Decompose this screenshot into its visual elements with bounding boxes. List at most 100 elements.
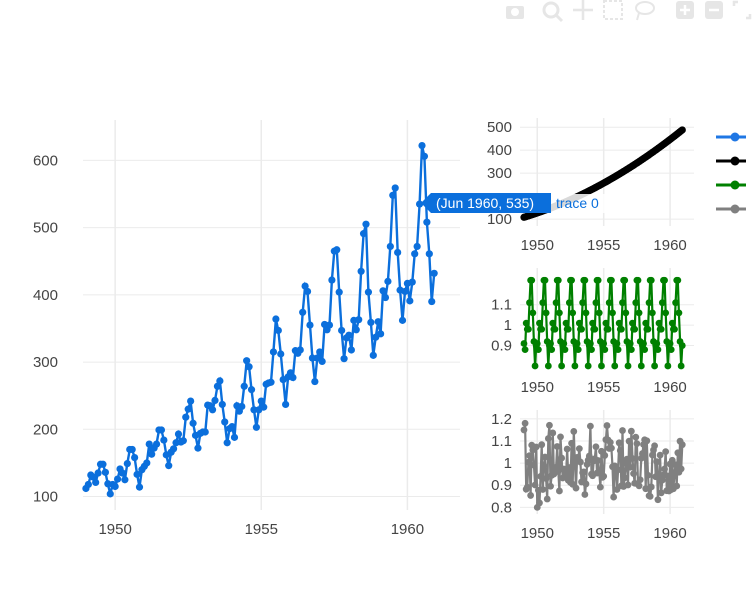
seasonal-point[interactable] (653, 340, 661, 347)
seasonal-point[interactable] (586, 340, 594, 347)
main-point[interactable] (389, 191, 397, 199)
residual-point[interactable] (565, 464, 573, 471)
residual-point[interactable] (531, 481, 539, 489)
residual-point[interactable] (526, 452, 533, 460)
main-point[interactable] (194, 444, 202, 452)
lasso-icon[interactable] (635, 1, 655, 21)
main-point[interactable] (379, 287, 387, 295)
seasonal-point[interactable] (614, 346, 622, 354)
main-point[interactable] (145, 440, 153, 448)
residual-point[interactable] (653, 458, 661, 466)
residual-point[interactable] (543, 495, 551, 503)
main-point[interactable] (101, 468, 110, 476)
main-point[interactable] (352, 326, 360, 334)
residual-point[interactable] (662, 448, 670, 456)
seasonal-point[interactable] (544, 362, 552, 370)
seasonal-point[interactable] (554, 276, 562, 284)
residual-point[interactable] (553, 443, 561, 450)
main-point[interactable] (223, 439, 231, 447)
main-point[interactable] (384, 277, 392, 285)
main-point[interactable] (406, 297, 414, 305)
main-point[interactable] (94, 469, 102, 477)
main-point[interactable] (369, 351, 377, 359)
residual-point[interactable] (626, 463, 634, 471)
legend-entry[interactable] (716, 132, 746, 142)
main-point[interactable] (306, 321, 314, 329)
residual-point[interactable] (621, 474, 629, 482)
residual-point[interactable] (644, 471, 652, 479)
seasonal-point[interactable] (641, 346, 649, 354)
residual-point[interactable] (606, 439, 614, 446)
seasonal-point[interactable] (634, 276, 642, 284)
seasonal-point[interactable] (632, 299, 640, 307)
pan-icon[interactable] (573, 0, 593, 20)
main-point[interactable] (374, 318, 382, 326)
main-point[interactable] (377, 330, 385, 338)
main-point[interactable] (269, 348, 278, 356)
residual-point[interactable] (557, 433, 564, 441)
main-point[interactable] (128, 445, 136, 454)
seasonal-point[interactable] (635, 309, 643, 317)
residual-point[interactable] (630, 470, 637, 478)
residual-point[interactable] (610, 493, 618, 501)
main-point[interactable] (391, 184, 399, 192)
legend-entry[interactable] (716, 204, 746, 214)
main-point[interactable] (89, 473, 97, 481)
seasonal-point[interactable] (582, 309, 590, 317)
main-point[interactable] (143, 459, 151, 467)
residual-point[interactable] (657, 489, 665, 497)
camera-icon[interactable] (506, 6, 524, 19)
main-point[interactable] (135, 483, 144, 491)
main-point[interactable] (92, 478, 100, 487)
seasonal-point[interactable] (668, 319, 676, 327)
seasonal-point[interactable] (645, 299, 653, 307)
seasonal-point[interactable] (521, 346, 529, 354)
trend-point[interactable] (678, 126, 686, 134)
residual-point[interactable] (558, 454, 566, 462)
seasonal-point[interactable] (661, 276, 668, 284)
seasonal-point[interactable] (529, 309, 537, 317)
residual-point[interactable] (532, 443, 540, 451)
seasonal-point[interactable] (594, 276, 602, 284)
residual-point[interactable] (651, 442, 658, 450)
residual-point[interactable] (632, 433, 640, 441)
seasonal-point[interactable] (595, 309, 603, 317)
seasonal-point[interactable] (534, 346, 542, 354)
residual-point[interactable] (639, 450, 646, 457)
residual-point[interactable] (537, 472, 544, 480)
legend-entry[interactable] (716, 156, 746, 166)
seasonal-point[interactable] (565, 299, 573, 307)
residual-point[interactable] (656, 451, 664, 459)
residual-point[interactable] (568, 439, 575, 447)
main-point[interactable] (299, 308, 307, 316)
seasonal-point[interactable] (611, 362, 619, 370)
main-point[interactable] (423, 218, 431, 226)
main-point[interactable] (252, 423, 261, 431)
residual-point[interactable] (633, 440, 641, 448)
main-point[interactable] (296, 346, 304, 354)
main-point[interactable] (430, 269, 438, 277)
seasonal-point[interactable] (624, 362, 632, 370)
residual-point[interactable] (678, 441, 686, 449)
seasonal-point[interactable] (542, 309, 550, 317)
modebar[interactable] (506, 0, 752, 23)
box-select-icon[interactable] (603, 0, 623, 20)
seasonal-point[interactable] (591, 325, 599, 333)
main-point[interactable] (381, 293, 390, 302)
residual-point[interactable] (580, 468, 588, 476)
seasonal-point[interactable] (664, 362, 672, 370)
main-point[interactable] (131, 453, 139, 462)
main-point[interactable] (148, 450, 156, 458)
main-point[interactable] (187, 397, 195, 405)
main-point[interactable] (179, 437, 187, 445)
residual-point[interactable] (594, 457, 602, 464)
residual-point[interactable] (647, 483, 655, 491)
residual-point[interactable] (549, 429, 557, 437)
main-point[interactable] (355, 316, 363, 324)
seasonal-point[interactable] (655, 319, 663, 327)
seasonal-point[interactable] (627, 346, 635, 354)
residual-point[interactable] (530, 461, 538, 469)
seasonal-point[interactable] (622, 309, 630, 317)
seasonal-point[interactable] (592, 299, 600, 307)
main-point[interactable] (238, 402, 246, 411)
